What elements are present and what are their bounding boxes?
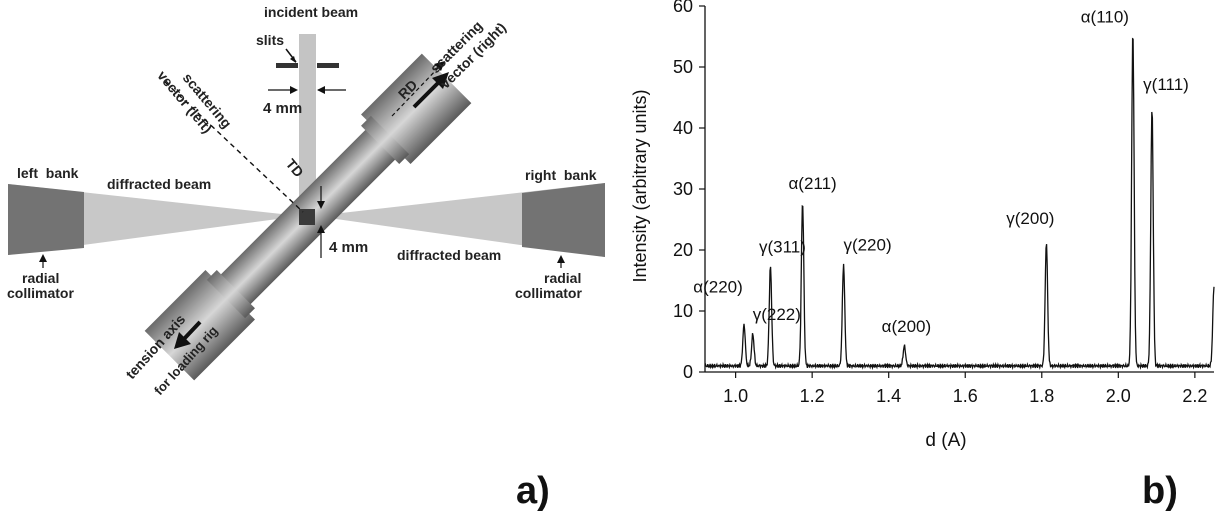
slit-right xyxy=(317,63,339,68)
scattering-vector-left-line xyxy=(164,81,304,213)
y-tick-label: 10 xyxy=(673,301,693,321)
y-tick-label: 0 xyxy=(683,362,693,382)
gauge-volume xyxy=(299,209,315,225)
x-tick-label: 1.8 xyxy=(1029,386,1054,406)
x-axis-label: d (A) xyxy=(925,430,966,451)
radial-collimator-left-label-1: radial xyxy=(22,270,59,286)
peak-labels: α(220) γ(222) γ(311) α(211) γ(220) α(200) γ(20… xyxy=(693,7,1189,335)
peak-label: α(110) xyxy=(1081,7,1129,26)
peak-label: γ(111) xyxy=(1143,75,1189,94)
diffraction-spectrum-chart: 1.0 1.2 1.4 1.6 1.8 2.0 2.2 0 10 20 30 40 50 60 α(220… xyxy=(630,0,1215,451)
x-tick-label: 1.6 xyxy=(953,386,978,406)
diffracted-beam-right-label: diffracted beam xyxy=(397,247,501,263)
gauge-width-label: 4 mm xyxy=(329,239,368,256)
peak-label: α(200) xyxy=(882,317,932,336)
peak-label: α(211) xyxy=(788,174,836,193)
right-bank-label: right bank xyxy=(525,167,597,183)
x-tick-label: 1.0 xyxy=(723,386,748,406)
y-tick-label: 20 xyxy=(673,240,693,260)
peak-label: γ(220) xyxy=(843,236,891,255)
right-detector-bank xyxy=(522,183,605,257)
y-tick-label: 30 xyxy=(673,179,693,199)
incident-beam-label: incident beam xyxy=(264,4,358,20)
left-bank-label: left bank xyxy=(17,165,79,181)
radial-collimator-right-label-2: collimator xyxy=(515,285,582,301)
y-tick-label: 40 xyxy=(673,118,693,138)
y-axis-label: Intensity (arbitrary units) xyxy=(630,89,650,282)
rd-arrow xyxy=(412,79,442,109)
radial-collimator-left-label-2: collimator xyxy=(7,285,74,301)
peak-label: γ(200) xyxy=(1006,209,1054,228)
y-tick-label: 60 xyxy=(673,0,693,16)
experiment-schematic: incident beam slits 4 mm 4 mm scattering… xyxy=(7,4,605,398)
left-detector-bank xyxy=(8,184,84,255)
panel-label-b: b) xyxy=(1142,470,1178,512)
x-tick-label: 1.4 xyxy=(876,386,901,406)
peak-label: γ(222) xyxy=(753,305,801,324)
y-tick-label: 50 xyxy=(673,57,693,77)
diffracted-beam-left-label: diffracted beam xyxy=(107,176,211,192)
slit-width-label: 4 mm xyxy=(263,100,302,117)
peak-label: γ(311) xyxy=(759,237,806,256)
panel-label-a: a) xyxy=(516,470,550,512)
x-tick-label: 1.2 xyxy=(800,386,825,406)
slit-left xyxy=(276,63,298,68)
radial-collimator-right-label-1: radial xyxy=(544,270,581,286)
tension-axis-arrow xyxy=(181,320,202,342)
x-tick-label: 2.0 xyxy=(1106,386,1131,406)
peak-label: α(220) xyxy=(693,277,743,296)
chart-ticks: 1.0 1.2 1.4 1.6 1.8 2.0 2.2 0 10 20 30 40 50 60 xyxy=(673,0,1207,406)
spectrum-line xyxy=(704,37,1215,371)
slits-label: slits xyxy=(256,32,284,48)
x-tick-label: 2.2 xyxy=(1182,386,1207,406)
